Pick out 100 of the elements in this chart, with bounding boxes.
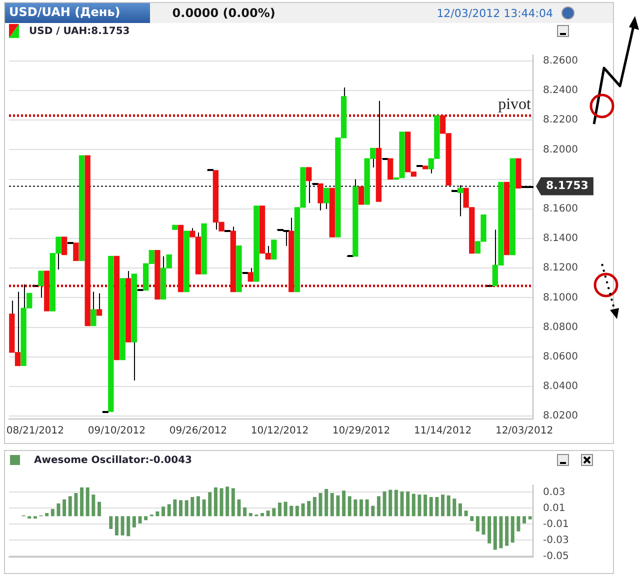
bar: [92, 494, 96, 516]
x-tick-label: 08/21/2012: [6, 426, 64, 437]
bar: [488, 516, 492, 544]
ref-line-label: 8.1753: [546, 179, 588, 192]
bar: [74, 493, 78, 516]
chart-title: USD / UAH:8.1753: [29, 26, 130, 36]
bar: [173, 499, 177, 516]
y-tick-label: 8.2600: [543, 56, 578, 67]
candlestick: [90, 291, 96, 326]
bar: [324, 489, 328, 516]
candlestick: [96, 292, 102, 316]
text: 0.0000 (0.00%): [172, 6, 276, 20]
y-tick-label: 8.1400: [543, 233, 578, 244]
bar: [470, 516, 474, 521]
text: USD/UAH (День): [5, 3, 150, 23]
bar: [307, 501, 311, 516]
bar: [394, 490, 398, 516]
bar: [493, 516, 497, 550]
candlestick: [358, 186, 364, 205]
bar: [284, 502, 288, 516]
bar: [406, 491, 410, 516]
bar: [371, 506, 375, 516]
bar: [376, 496, 380, 516]
bar: [446, 495, 450, 516]
y-tick-label: 8.1600: [543, 203, 578, 214]
chart-title: Awesome Oscillator:-0.0043: [34, 454, 192, 466]
bar: [330, 493, 334, 516]
bar: [295, 506, 299, 516]
y-tick-label: -0.03: [543, 534, 569, 546]
bar: [226, 486, 230, 516]
bar: [202, 499, 206, 516]
candlestick: [388, 158, 394, 180]
bar: [167, 504, 171, 516]
bar: [272, 508, 276, 516]
y-tick-label: 0.03: [543, 486, 566, 498]
bar: [56, 503, 60, 516]
bar: [28, 516, 32, 519]
y-tick-label: 8.0400: [543, 381, 578, 392]
candlestick: [61, 236, 68, 256]
bar: [458, 503, 462, 516]
bar: [505, 516, 509, 546]
text: 12/03/2012 13:44:04: [436, 6, 553, 20]
bar: [464, 510, 468, 516]
x-tick-label: 11/14/2012: [414, 426, 472, 437]
bar: [266, 510, 270, 516]
bar: [452, 498, 456, 516]
bar: [190, 497, 194, 516]
bar: [120, 516, 124, 536]
bar: [429, 497, 433, 516]
ref-line-label: pivot: [498, 96, 532, 113]
bar: [412, 494, 416, 516]
bar: [144, 516, 148, 520]
y-tick-label: -0.05: [543, 550, 569, 562]
bar: [516, 516, 520, 532]
bar: [260, 513, 264, 516]
bar: [482, 516, 486, 535]
bar: [336, 495, 340, 516]
bar: [522, 516, 526, 524]
bar: [237, 499, 241, 516]
bar: [528, 516, 532, 520]
bar: [318, 493, 322, 516]
bar: [132, 516, 136, 528]
bar: [424, 494, 428, 516]
bar: [33, 516, 37, 519]
bar: [50, 509, 54, 516]
y-tick-label: 8.0200: [543, 410, 578, 422]
y-tick-label: 8.2200: [543, 114, 578, 126]
bar: [220, 488, 224, 516]
bar: [231, 488, 235, 516]
y-tick-label: 8.0600: [543, 351, 578, 362]
bar: [156, 511, 160, 516]
x-tick-label: 12/03/2012: [495, 426, 554, 437]
bar: [418, 494, 422, 516]
bar: [126, 516, 130, 536]
bar: [45, 513, 49, 516]
bar: [499, 516, 503, 548]
bar: [360, 499, 363, 516]
x-tick-label: 09/26/2012: [169, 426, 228, 437]
bar: [365, 499, 369, 516]
x-tick-label: 10/29/2012: [332, 426, 390, 437]
bar: [184, 500, 188, 516]
bar: [354, 499, 358, 516]
bar: [98, 502, 101, 516]
y-tick-label: 8.2000: [543, 144, 578, 156]
bar: [441, 494, 444, 516]
bar: [435, 497, 439, 516]
bar: [510, 516, 514, 543]
bar: [342, 490, 346, 516]
bar: [214, 487, 218, 516]
bar: [290, 506, 294, 516]
bar: [278, 502, 282, 516]
bar: [62, 499, 66, 516]
bar: [109, 516, 113, 529]
candlestick: [271, 240, 277, 260]
bar: [114, 516, 118, 536]
bar: [80, 487, 84, 516]
bar: [388, 490, 392, 516]
y-tick-label: 0.01: [543, 502, 566, 514]
bar: [86, 487, 90, 516]
bar: [312, 497, 316, 516]
